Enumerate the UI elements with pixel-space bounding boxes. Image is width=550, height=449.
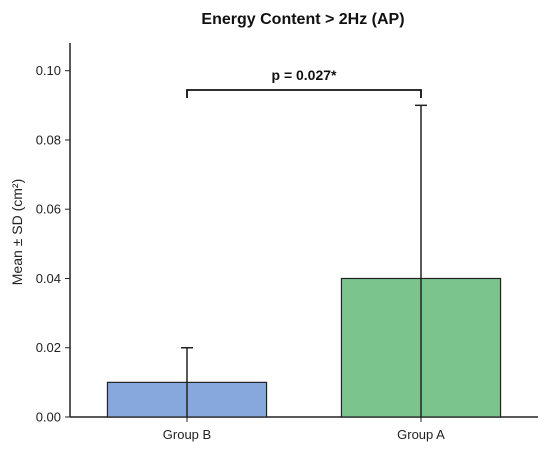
y-tick-label: 0.02 xyxy=(36,340,61,355)
x-tick-label: Group B xyxy=(163,427,211,442)
x-axis-ticks: Group B Group A xyxy=(163,417,445,442)
x-tick-label: Group A xyxy=(397,427,445,442)
bars-group xyxy=(106,104,502,418)
chart-title: Energy Content > 2Hz (AP) xyxy=(201,11,404,28)
y-axis-label: Mean ± SD (cm²) xyxy=(9,179,25,285)
significance-label: p = 0.027* xyxy=(272,67,338,83)
significance-line xyxy=(186,89,422,98)
y-tick-label: 0.04 xyxy=(36,271,61,286)
y-tick-label: 0.08 xyxy=(36,132,61,147)
y-axis-ticks: 0.00 0.02 0.04 0.06 0.08 0.10 xyxy=(36,63,70,425)
y-tick-label: 0.06 xyxy=(36,202,61,217)
y-tick-label: 0.00 xyxy=(36,410,61,425)
significance-bracket: p = 0.027* xyxy=(186,67,422,98)
y-tick-label: 0.10 xyxy=(36,63,61,78)
